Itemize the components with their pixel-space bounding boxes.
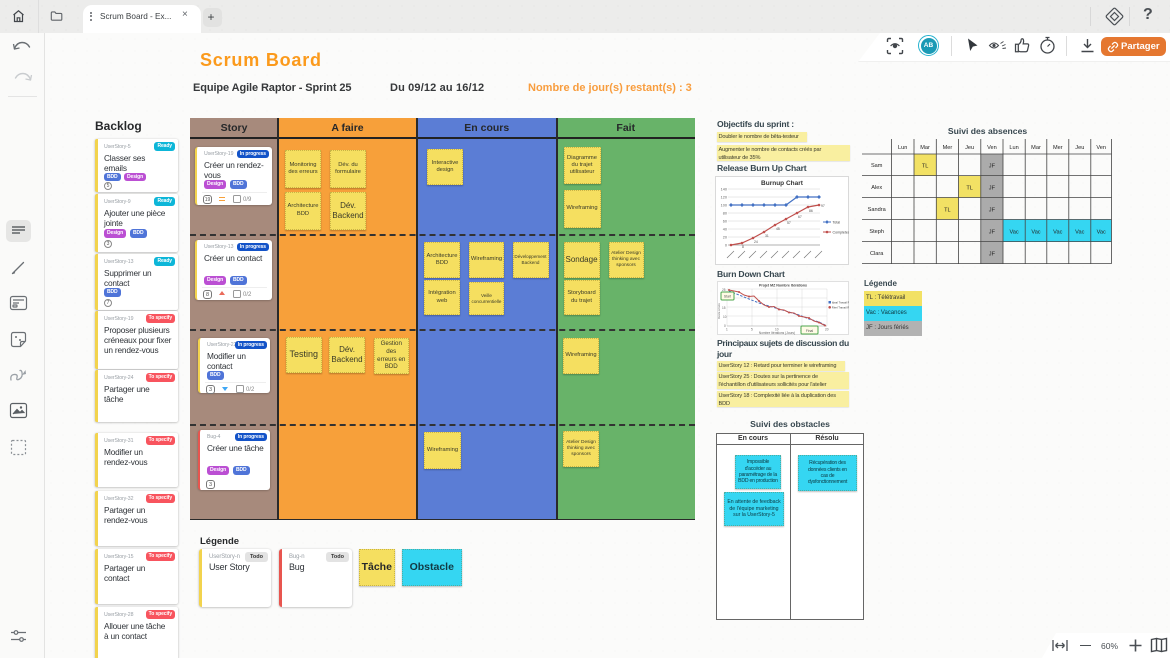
svg-text:24: 24: [754, 240, 758, 244]
svg-text:1: 1: [726, 327, 728, 331]
svg-text:Jeu: Jeu: [1075, 145, 1084, 151]
svg-text:Nombre Itérations (Jours): Nombre Itérations (Jours): [758, 331, 794, 335]
svg-text:8: 8: [742, 245, 744, 249]
svg-text:Burnup Chart: Burnup Chart: [761, 180, 804, 187]
svg-text:60: 60: [723, 220, 727, 224]
svg-text:Mer: Mer: [1053, 145, 1063, 151]
svg-text:0: 0: [724, 324, 726, 328]
svg-text:JF: JF: [989, 230, 996, 236]
svg-text:20: 20: [723, 236, 727, 240]
svg-text:Mar: Mar: [1031, 145, 1041, 151]
svg-text:Steph: Steph: [869, 229, 884, 235]
svg-text:10: 10: [723, 315, 727, 319]
svg-text:Vac: Vac: [1053, 230, 1062, 236]
svg-text:Final: Final: [805, 328, 813, 332]
svg-text:31: 31: [765, 234, 769, 238]
svg-text:Ideal Travail Restant: Ideal Travail Restant: [831, 300, 848, 304]
svg-text:Total: Total: [833, 220, 841, 224]
svg-text:Vac: Vac: [1009, 230, 1018, 236]
svg-text:120: 120: [721, 196, 727, 200]
svg-text:45: 45: [776, 227, 780, 231]
svg-text:Vac: Vac: [1097, 230, 1106, 236]
svg-text:140: 140: [721, 188, 727, 192]
svg-text:Completed: Completed: [833, 230, 850, 234]
svg-text:Sam: Sam: [871, 163, 883, 169]
svg-text:Jeu: Jeu: [965, 145, 974, 151]
svg-text:Reste à faire: Reste à faire: [717, 302, 721, 318]
svg-text:Réel Travail Restant: Réel Travail Restant: [831, 305, 848, 309]
svg-text:97: 97: [821, 204, 825, 208]
svg-text:80: 80: [723, 212, 727, 216]
svg-text:Lun: Lun: [898, 145, 907, 151]
svg-text:57: 57: [787, 221, 791, 225]
svg-text:Lun: Lun: [1009, 145, 1018, 151]
svg-text:25: 25: [722, 288, 726, 292]
svg-text:Alex: Alex: [871, 185, 882, 191]
svg-text:Clara: Clara: [870, 251, 884, 257]
svg-text:JF: JF: [989, 252, 996, 258]
svg-text:67: 67: [798, 215, 802, 219]
svg-text:Mar: Mar: [920, 145, 930, 151]
svg-text:Mer: Mer: [943, 145, 953, 151]
svg-text:Start: Start: [723, 294, 730, 298]
svg-text:TL: TL: [966, 186, 973, 192]
svg-text:40: 40: [723, 228, 727, 232]
svg-text:Vac: Vac: [1075, 230, 1084, 236]
svg-text:TL: TL: [922, 164, 929, 170]
svg-text:Vac: Vac: [1031, 230, 1040, 236]
svg-text:10: 10: [775, 327, 779, 331]
svg-text:86: 86: [809, 209, 813, 213]
svg-text:100: 100: [721, 204, 727, 208]
svg-text:TL: TL: [944, 208, 951, 214]
svg-text:Sandra: Sandra: [868, 207, 887, 213]
svg-text:Projet MZ Nombre Itérations: Projet MZ Nombre Itérations: [758, 283, 806, 287]
svg-text:Ven: Ven: [1096, 145, 1106, 151]
svg-text:15: 15: [722, 306, 726, 310]
svg-text:0: 0: [725, 244, 727, 248]
svg-text:Ven: Ven: [987, 145, 997, 151]
svg-text:JF: JF: [989, 186, 996, 192]
svg-text:JF: JF: [989, 164, 996, 170]
svg-text:5: 5: [751, 327, 753, 331]
svg-text:20: 20: [825, 327, 829, 331]
svg-text:JF: JF: [989, 208, 996, 214]
